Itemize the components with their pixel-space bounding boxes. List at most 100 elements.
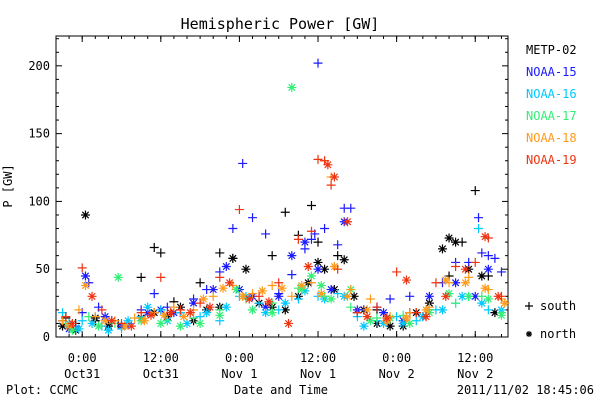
south-marker	[90, 312, 100, 322]
plot-credit: Plot: CCMC	[6, 383, 78, 397]
legend-entry: NOAA-18	[526, 131, 577, 145]
south-marker	[470, 186, 480, 196]
x-tick-label-date: Nov 2	[457, 367, 493, 381]
legend-entry: METP-02	[526, 43, 577, 57]
data-markers	[58, 58, 510, 335]
south-marker	[267, 251, 277, 261]
north-marker	[382, 313, 392, 323]
south-marker	[470, 257, 480, 267]
south-marker	[61, 312, 71, 322]
north-marker	[261, 308, 271, 318]
y-tick-label: 150	[28, 127, 50, 141]
north-marker	[316, 289, 326, 299]
north-marker	[470, 291, 480, 301]
north-marker	[457, 291, 467, 301]
south-marker	[411, 308, 421, 318]
marker-legend-star	[526, 331, 532, 337]
south-marker	[228, 224, 238, 234]
south-marker	[208, 291, 218, 301]
chart-title: Hemispheric Power [GW]	[181, 15, 380, 33]
north-marker	[343, 291, 353, 301]
y-tick-label: 100	[28, 194, 50, 208]
south-marker	[477, 248, 487, 258]
y-axis-label: P [GW]	[1, 164, 15, 207]
north-marker	[284, 318, 294, 328]
south-marker	[372, 302, 382, 312]
north-marker	[228, 253, 238, 263]
north-marker	[500, 298, 510, 308]
north-marker	[339, 255, 349, 265]
marker-legend-plus	[525, 302, 533, 310]
south-marker	[195, 298, 205, 308]
north-marker	[182, 318, 192, 328]
x-tick-label-time: 0:00	[68, 351, 97, 365]
north-marker	[87, 318, 97, 328]
north-marker	[421, 305, 431, 315]
y-tick-label: 0	[43, 330, 50, 344]
north-marker	[441, 275, 451, 285]
north-marker	[248, 305, 258, 315]
x-axis-label: Date and Time	[234, 383, 328, 397]
north-marker	[385, 321, 395, 331]
legend-entry: NOAA-15	[526, 65, 577, 79]
south-marker	[346, 285, 356, 295]
north-marker	[480, 283, 490, 293]
south-marker	[451, 298, 461, 308]
south-marker	[77, 316, 87, 326]
south-marker	[195, 278, 205, 288]
plot-frame	[55, 35, 509, 338]
north-marker	[316, 280, 326, 290]
south-marker	[333, 251, 343, 261]
north-marker	[208, 285, 218, 295]
south-marker	[248, 289, 258, 299]
south-marker	[97, 305, 107, 315]
south-marker	[189, 313, 199, 323]
north-marker	[67, 325, 77, 335]
north-marker	[221, 261, 231, 271]
north-marker	[179, 312, 189, 322]
south-marker	[149, 289, 159, 299]
north-marker	[401, 313, 411, 323]
north-marker	[264, 297, 274, 307]
legend-entry: NOAA-16	[526, 87, 577, 101]
north-marker	[103, 325, 113, 335]
x-tick-label-time: 12:00	[300, 351, 336, 365]
north-marker	[87, 291, 97, 301]
south-marker	[248, 213, 258, 223]
north-marker	[303, 261, 313, 271]
north-marker	[241, 264, 251, 274]
south-marker	[333, 240, 343, 250]
north-marker	[126, 321, 136, 331]
north-marker	[277, 283, 287, 293]
north-marker	[120, 321, 130, 331]
plot-timestamp: 2011/11/02 18:45:06	[457, 383, 594, 397]
y-axis: 0 50 100 150 200	[28, 38, 508, 344]
north-marker	[198, 294, 208, 304]
south-marker	[352, 308, 362, 318]
south-marker	[149, 243, 159, 253]
south-marker	[215, 248, 225, 258]
north-marker	[359, 321, 369, 331]
north-marker	[58, 321, 68, 331]
south-marker	[346, 203, 356, 213]
south-marker	[156, 248, 166, 258]
x-tick-label-time: 12:00	[457, 351, 493, 365]
north-marker	[287, 251, 297, 261]
north-marker	[189, 298, 199, 308]
north-marker	[218, 283, 228, 293]
south-marker	[274, 278, 284, 288]
x-tick-label-date: Nov 1	[300, 367, 336, 381]
north-marker	[139, 316, 149, 326]
north-marker	[405, 318, 415, 328]
south-marker	[74, 305, 84, 315]
north-marker	[205, 302, 215, 312]
x-tick-label-time: 0:00	[382, 351, 411, 365]
south-marker	[287, 270, 297, 280]
north-marker	[437, 305, 447, 315]
north-marker	[362, 312, 372, 322]
south-marker	[464, 272, 474, 282]
north-marker	[175, 321, 185, 331]
north-marker	[143, 302, 153, 312]
north-marker	[313, 257, 323, 267]
north-marker	[195, 318, 205, 328]
